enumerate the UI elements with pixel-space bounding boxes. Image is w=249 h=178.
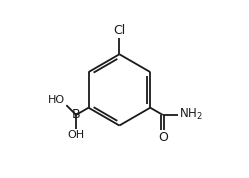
Text: B: B [72,108,80,121]
Text: OH: OH [67,130,85,140]
Text: NH$_2$: NH$_2$ [179,107,203,122]
Text: HO: HO [48,95,65,104]
Text: O: O [158,131,168,144]
Text: Cl: Cl [113,24,125,37]
